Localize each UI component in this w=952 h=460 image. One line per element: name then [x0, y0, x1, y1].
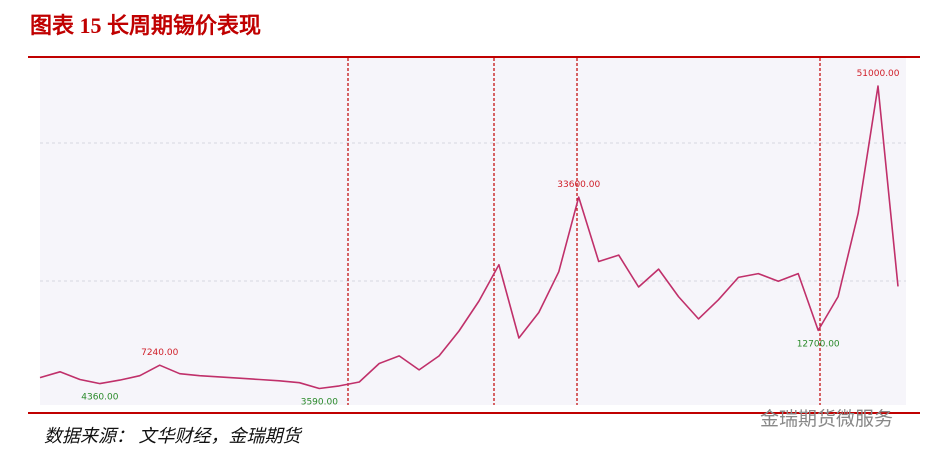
value-label: 12700.00 [797, 339, 840, 349]
value-label: 4360.00 [81, 393, 118, 403]
chart-title: 图表 15 长周期锡价表现 [30, 13, 261, 38]
value-label: 3590.00 [301, 397, 338, 407]
source: 数据来源： 文华财经，金瑞期货 [44, 426, 303, 446]
series: 4360.00 7240.00 3590.00 33600.00 12700.00 510… [39, 69, 900, 407]
value-label: 7240.00 [141, 348, 178, 358]
watermark: 金瑞期货微服务 [760, 408, 893, 430]
value-label: 33600.00 [557, 180, 600, 190]
price-line [39, 85, 899, 390]
plot-area [40, 58, 906, 405]
value-label: 51000.00 [857, 69, 900, 79]
